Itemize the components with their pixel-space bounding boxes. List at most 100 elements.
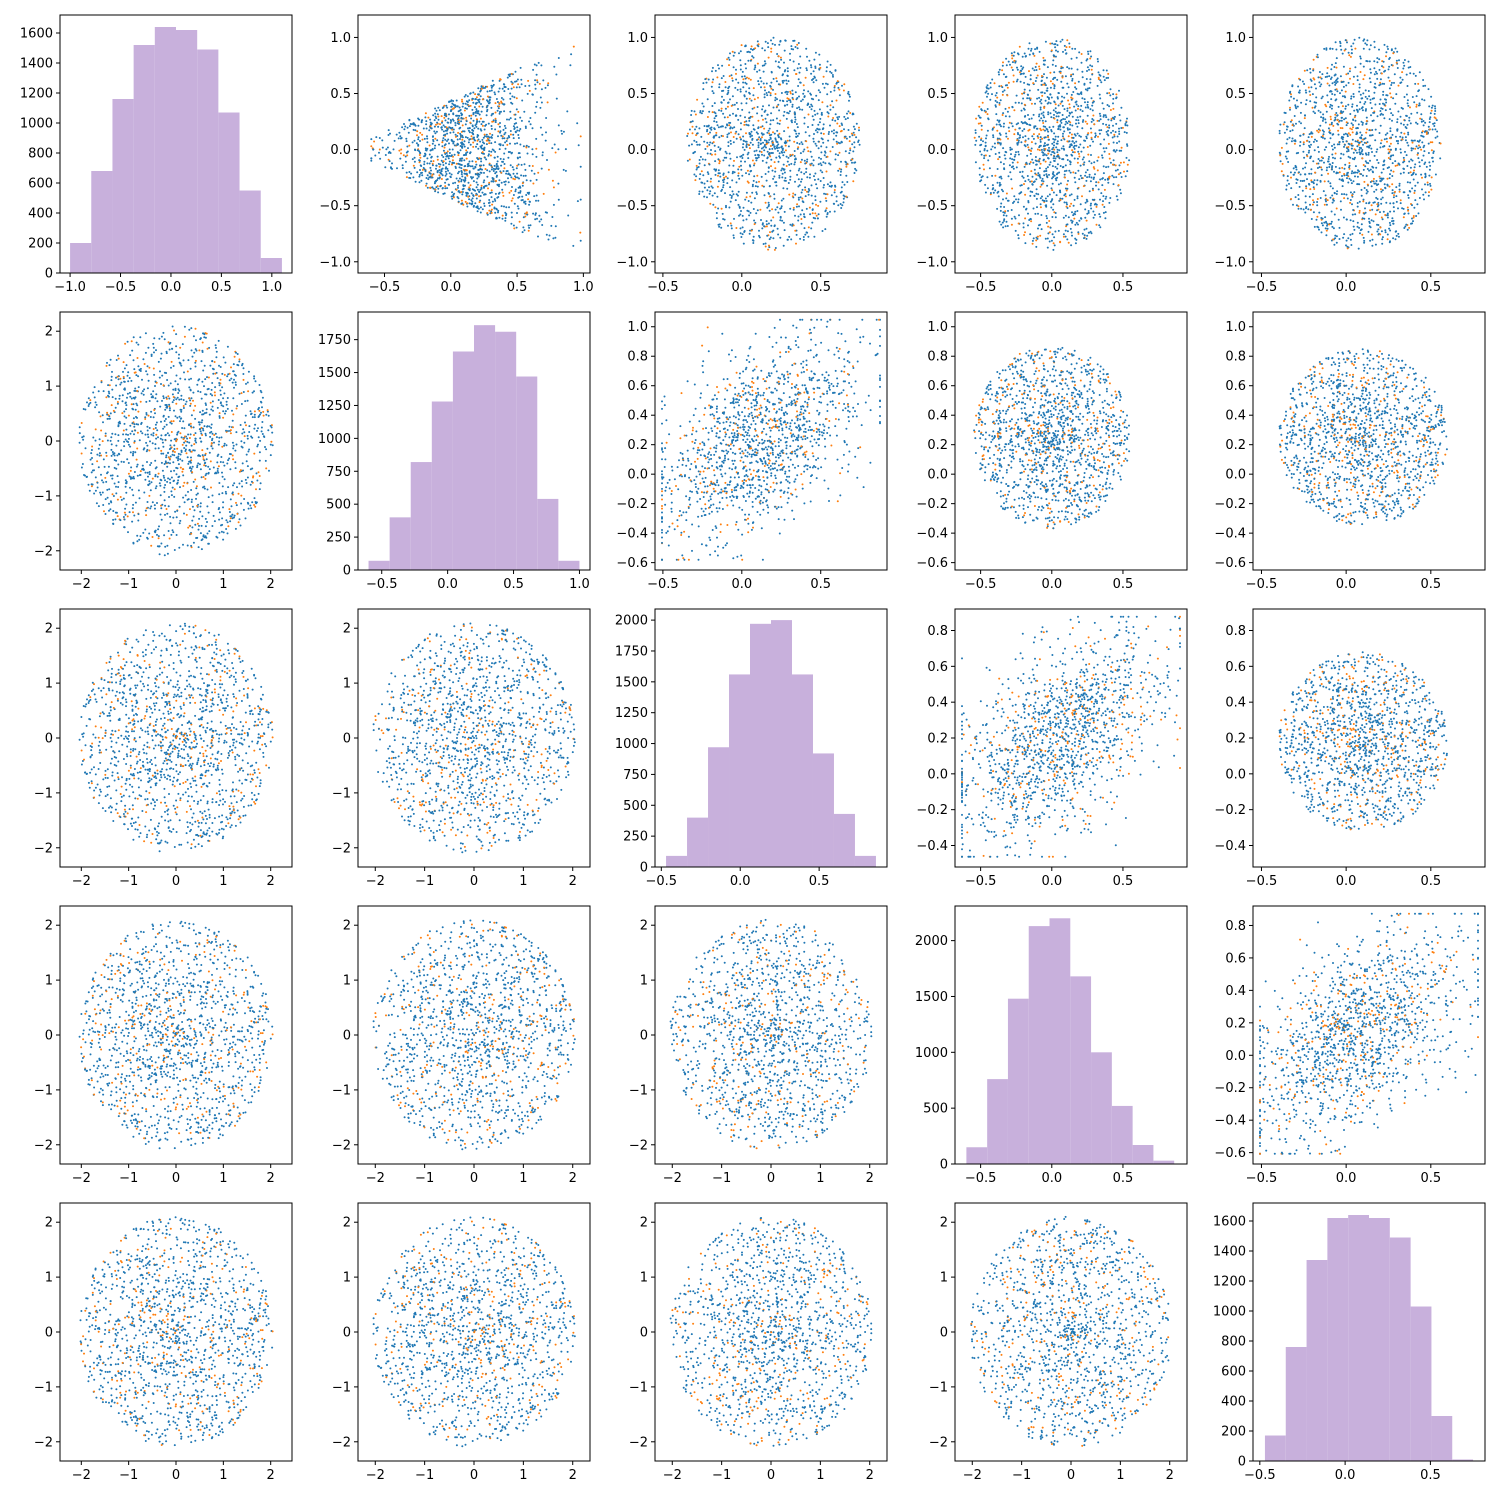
scatter-point [984,141,987,144]
scatter-point [1029,99,1032,101]
scatter-point [750,48,752,50]
scatter-point [1089,127,1092,130]
scatter-point [1095,184,1097,187]
scatter-point [1017,201,1020,204]
scatter-point [750,229,753,232]
scatter-point [1003,122,1005,125]
scatter-point [1005,57,1008,60]
scatter-point [1049,93,1052,96]
scatter-point [780,150,783,153]
scatter-point [812,70,815,73]
scatter-point [457,119,460,121]
scatter-point [1039,138,1042,141]
scatter-point [1319,111,1322,114]
scatter-point [483,156,486,159]
scatter-point [744,63,747,65]
scatter-point [405,171,408,174]
scatter-point [493,198,496,201]
scatter-point [465,157,468,160]
scatter-point [1096,58,1099,60]
scatter-point [1116,168,1119,171]
scatter-point [479,188,482,191]
scatter-point [788,193,791,196]
scatter-point [745,123,748,126]
scatter-point [1414,184,1417,187]
scatter-point [378,151,380,154]
scatter-point [475,145,477,148]
scatter-point [1039,140,1042,143]
scatter-point [751,115,754,118]
scatter-point [736,88,739,91]
scatter-point [761,184,764,187]
scatter-point [703,195,706,198]
scatter-point [751,185,754,188]
scatter-point [763,49,766,52]
scatter-point [1021,129,1024,132]
scatter-point [446,167,449,170]
scatter-point [1061,197,1064,200]
scatter-point [686,159,689,162]
scatter-point [786,187,789,190]
scatter-point [766,94,769,97]
scatter-point [507,156,510,159]
scatter-point [784,177,787,179]
scatter-point [1049,71,1052,74]
scatter-point [1011,105,1014,108]
scatter-point [844,150,847,153]
scatter-point [541,151,544,154]
scatter-point [1071,47,1074,50]
scatter-point [1045,215,1048,217]
scatter-point [515,97,518,100]
scatter-point [1329,115,1332,118]
scatter-point [1098,132,1101,135]
scatter-point [552,203,555,206]
scatter-point [802,92,805,95]
scatter-point [1068,114,1071,117]
scatter-point [761,153,763,156]
scatter-point [997,141,999,144]
scatter-point [836,122,839,125]
scatter-point [1102,122,1105,125]
scatter-point [1012,54,1015,57]
scatter-point [1033,168,1036,171]
scatter-point [509,133,512,136]
scatter-point [373,140,376,143]
scatter-point [771,208,774,211]
scatter-point [447,183,450,186]
scatter-point [804,76,807,79]
scatter-point [1035,62,1038,65]
scatter-point [1053,87,1056,90]
scatter-point [1051,142,1054,145]
scatter-point [448,148,451,151]
scatter-point [1066,183,1069,186]
scatter-point [835,140,838,143]
scatter-point [526,92,529,95]
scatter-point [444,125,446,128]
scatter-point [794,112,796,115]
scatter-point [1058,149,1061,152]
scatter-point [434,188,437,191]
x-tick-label: −0.5 [965,280,997,295]
scatter-points [973,38,1131,251]
scatter-point [1430,176,1433,179]
scatter-point [805,207,808,210]
scatter-point [791,105,794,108]
scatter-point [479,195,482,197]
scatter-point [490,164,493,167]
scatter-point [1093,213,1096,216]
scatter-point [1362,78,1365,81]
scatter-point [742,78,745,81]
scatter-point [516,205,519,208]
scatter-point [797,198,800,201]
scatter-point [829,210,831,213]
scatter-point [1102,107,1105,110]
scatter-point [800,141,803,144]
scatter-point [461,188,464,191]
scatter-point [845,137,848,140]
scatter-point [1351,144,1354,147]
scatter-point [832,202,835,205]
scatter-point [763,60,766,63]
scatter-point [1356,202,1359,204]
scatter-point [527,192,530,195]
scatter-point [994,189,997,192]
